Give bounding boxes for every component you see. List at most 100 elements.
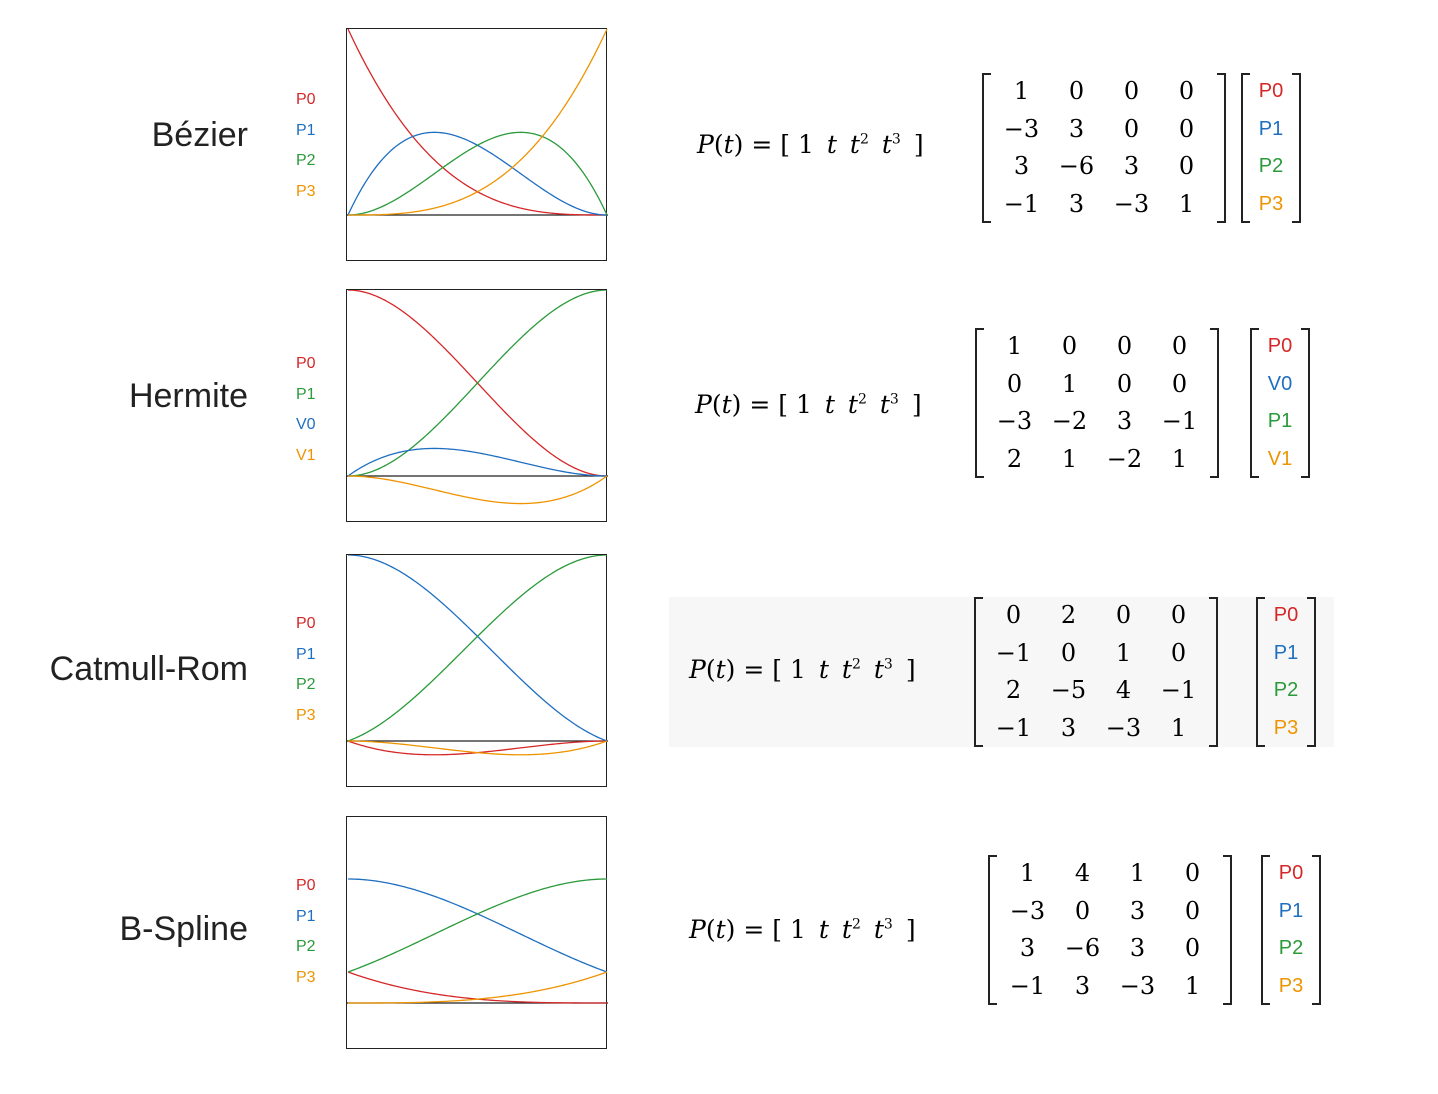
- term-exponent: 3: [883, 916, 893, 933]
- matrix-cell: 1: [1061, 444, 1078, 473]
- term-exponent: 2: [851, 916, 861, 933]
- matrix-cell: 1: [1184, 971, 1201, 1000]
- term-base: 1: [797, 130, 814, 159]
- matrix-cell: −5: [1050, 676, 1087, 704]
- control-point-vector: P0 P1 P2 P3: [1261, 855, 1321, 1005]
- right-bracket: [1217, 73, 1226, 223]
- term-base: 1: [789, 655, 806, 684]
- right-bracket: [1223, 855, 1232, 1005]
- term-base: t: [847, 390, 858, 419]
- vector-entry: P1: [1267, 410, 1293, 432]
- matrix-cell: 0: [1178, 152, 1195, 180]
- matrix-cell: −1: [1009, 971, 1046, 1000]
- matrix-cell: 3: [1060, 713, 1077, 742]
- basis-name: B-Spline: [119, 910, 248, 948]
- legend-label: P0: [296, 877, 316, 894]
- matrix-cell: 2: [1005, 676, 1022, 704]
- matrix-cell: 0: [1123, 114, 1140, 143]
- matrix-cell: −3: [1113, 189, 1150, 218]
- row-vector-term: t2: [842, 655, 861, 684]
- term-base: t: [841, 915, 852, 944]
- matrix-cell: −6: [1064, 934, 1101, 962]
- term-exponent: 2: [851, 656, 861, 673]
- term-base: t: [818, 915, 829, 944]
- function-symbol: P: [695, 390, 712, 419]
- matrix-cell: 0: [1184, 859, 1201, 887]
- matrix-cell: −2: [1106, 444, 1143, 473]
- right-bracket: [1307, 597, 1316, 747]
- curve-legend: P0 P1 V0 V1: [296, 349, 336, 471]
- vector-entry: P0: [1258, 80, 1284, 102]
- vector-entry: P0: [1267, 335, 1293, 357]
- basis-name: Bézier: [151, 116, 248, 154]
- term-base: t: [818, 655, 829, 684]
- vector-entry: P2: [1258, 155, 1284, 177]
- matrix-cell: 3: [1068, 114, 1085, 143]
- basis-curve-p2: [347, 878, 608, 973]
- term-base: t: [824, 390, 835, 419]
- row-vector-term: t3: [880, 390, 899, 419]
- term-base: t: [841, 655, 852, 684]
- left-bracket: [1256, 597, 1265, 747]
- vector-entry: P2: [1273, 679, 1299, 701]
- matrix-cell: 0: [1170, 638, 1187, 667]
- matrix-cell: −3: [1009, 896, 1046, 925]
- vector-entry: P1: [1258, 117, 1284, 140]
- matrix-cell: 3: [1129, 896, 1146, 925]
- equals-sign: =: [743, 915, 765, 944]
- row-vector-term: 1: [796, 390, 812, 419]
- coefficient-matrix: 1 0 0 0 0 1 0 0 −3 −2 3 −1 2 1 −2 1: [975, 328, 1219, 478]
- equation-lhs: P(t) = [ 1 t t2 t3]: [695, 390, 922, 419]
- basis-function-plot: [346, 816, 608, 1049]
- matrix-cell: 0: [1061, 332, 1078, 360]
- matrix-cell: −1: [1161, 407, 1198, 435]
- basis-curve-p1: [347, 290, 608, 477]
- matrix-cell: 1: [1019, 859, 1036, 887]
- legend-label: P1: [296, 121, 316, 139]
- matrix-cell: 3: [1068, 189, 1085, 218]
- matrix-cell: 1: [1129, 859, 1146, 887]
- vector-entry: P0: [1273, 604, 1299, 626]
- matrix-cell: 4: [1074, 859, 1091, 887]
- catmull-rom-equation-highlight: [669, 597, 1334, 747]
- parameter-symbol: t: [723, 130, 734, 159]
- row-vector-term: t2: [842, 915, 861, 944]
- row-vector-term: 1: [798, 130, 814, 159]
- equation-lhs: P(t) = [ 1 t t2 t3]: [697, 130, 924, 159]
- matrix-cell: −3: [996, 407, 1033, 435]
- matrix-cell: 1: [1061, 369, 1078, 398]
- equals-sign: =: [743, 655, 765, 684]
- matrix-cell: −2: [1051, 407, 1088, 435]
- equation-lhs: P(t) = [ 1 t t2 t3]: [689, 915, 916, 944]
- control-point-vector: P0 P1 P2 P3: [1256, 597, 1316, 747]
- basis-curve-v0: [347, 447, 608, 477]
- basis-function-plot: [346, 28, 608, 261]
- parameter-symbol: t: [721, 390, 732, 419]
- row-vector-term: t: [825, 390, 835, 419]
- matrix-cell: 0: [1184, 896, 1201, 925]
- matrix-cell: 0: [1184, 934, 1201, 962]
- matrix-cell: 0: [1116, 332, 1133, 360]
- matrix-cell: 4: [1115, 676, 1132, 704]
- basis-name: Hermite: [128, 377, 248, 415]
- matrix-cell: 0: [1068, 77, 1085, 105]
- legend-label: P1: [296, 385, 316, 403]
- equation-lhs: P(t) = [ 1 t t2 t3]: [689, 655, 916, 684]
- term-base: t: [873, 655, 884, 684]
- matrix-cell: −3: [1119, 971, 1156, 1000]
- matrix-cell: 1: [1115, 638, 1132, 667]
- basis-curve-p1: [347, 878, 608, 973]
- row-vector-term: t: [819, 915, 829, 944]
- term-base: t: [879, 390, 890, 419]
- row-vector-term: t: [819, 655, 829, 684]
- equals-sign: =: [751, 130, 773, 159]
- matrix-cell: 1: [1170, 713, 1187, 742]
- parameter-symbol: t: [715, 655, 726, 684]
- matrix-cell: −3: [1105, 713, 1142, 742]
- basis-curve-p3: [347, 740, 608, 756]
- matrix-cell: 0: [1115, 601, 1132, 629]
- curve-legend: P0 P1 P2 P3: [296, 85, 336, 207]
- legend-label: P2: [296, 676, 316, 693]
- matrix-cell: −1: [995, 638, 1032, 667]
- legend-label: P2: [296, 938, 316, 955]
